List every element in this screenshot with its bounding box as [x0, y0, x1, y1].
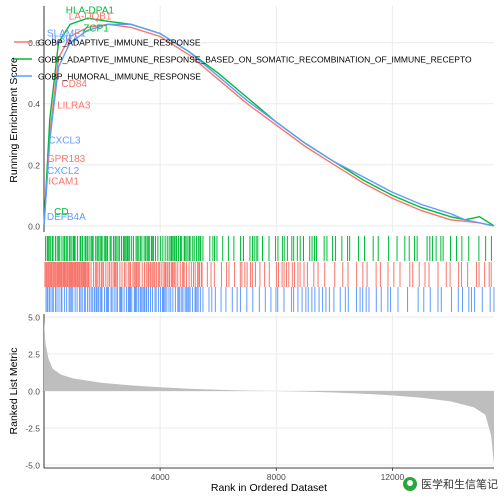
x-axis-title: Rank in Ordered Dataset	[211, 482, 327, 494]
ranked-metric-area	[44, 319, 494, 465]
legend-label: GOBP_ADAPTIVE_IMMUNE_RESPONSE	[38, 38, 201, 48]
gene-label: DEFB4A	[47, 212, 86, 223]
legend: GOBP_ADAPTIVE_IMMUNE_RESPONSE GOBP_ADAPTI…	[14, 38, 472, 82]
gene-label: CD84	[61, 79, 87, 90]
metric-tick-label: 5.0	[28, 312, 40, 322]
es-grid	[44, 6, 494, 232]
es-line	[43, 23, 495, 227]
gene-label: CXCL3	[48, 135, 81, 146]
metric-tick-label: 0.0	[28, 387, 40, 397]
es-tick-label: 0.4	[28, 99, 40, 109]
wechat-icon	[403, 477, 417, 491]
es-tick-label: 0.6	[28, 38, 40, 48]
es-lines	[43, 17, 495, 227]
es-line	[43, 23, 495, 227]
hit-track	[44, 236, 494, 261]
gene-label: LA-DQB1	[69, 12, 112, 23]
gene-label: ICAM1	[48, 177, 79, 188]
es-y-axis-title: Running Enrichment Score	[8, 57, 20, 183]
hit-track	[44, 287, 495, 312]
watermark: 医学和生信笔记	[403, 476, 498, 492]
hit-track	[44, 262, 494, 287]
es-tick-label: 0.0	[28, 221, 40, 231]
es-line	[43, 17, 495, 227]
gene-label: GPR183	[47, 154, 86, 165]
watermark-text: 医学和生信笔记	[421, 478, 498, 491]
legend-label: GOBP_ADAPTIVE_IMMUNE_RESPONSE_BASED_ON_S…	[38, 55, 472, 65]
gene-label: ZCP1	[83, 23, 109, 34]
gene-label: CD	[54, 207, 68, 218]
gene-label: SLAMF1	[47, 29, 86, 40]
hit-track-bg	[44, 287, 494, 312]
gene-label: IL3RA	[51, 35, 79, 46]
x-tick-label: 4000	[151, 472, 170, 482]
es-tick-label: 0.2	[28, 160, 40, 170]
x-axis: 4000 8000 12000	[44, 467, 494, 482]
x-tick-label: 12000	[381, 472, 405, 482]
metric-y-axis: 5.0 2.5 0.0 -2.5 -5.0	[25, 312, 45, 471]
metric-tick-label: 2.5	[28, 349, 40, 359]
gene-label: CXCL2	[47, 166, 80, 177]
metric-tick-label: -2.5	[25, 424, 40, 434]
hit-tracks	[44, 236, 495, 312]
x-tick-label: 8000	[267, 472, 286, 482]
legend-label: GOBP_HUMORAL_IMMUNE_RESPONSE	[38, 72, 201, 82]
gene-label: HLA-DPA1	[66, 6, 115, 17]
metric-tick-label: -5.0	[25, 461, 40, 471]
gene-label: LILRA3	[57, 100, 91, 111]
metric-y-axis-title: Ranked List Metric	[8, 348, 20, 435]
es-y-axis: 0.0 0.2 0.4 0.6	[28, 6, 45, 232]
